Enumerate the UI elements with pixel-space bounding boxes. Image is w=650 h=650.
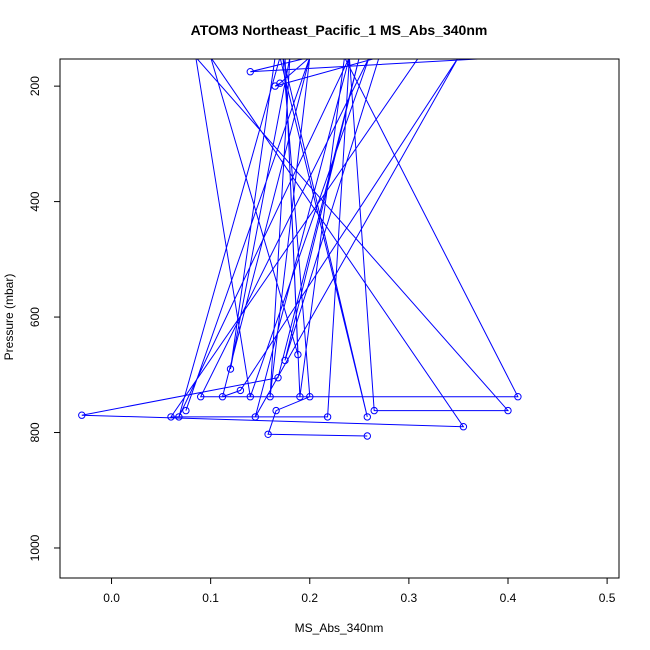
data-point xyxy=(246,393,255,401)
chart-title: ATOM3 Northeast_Pacific_1 MS_Abs_340nm xyxy=(191,22,488,38)
data-point xyxy=(323,413,332,421)
x-tick-label: 0.3 xyxy=(401,591,418,605)
data-point xyxy=(370,406,378,415)
data-point xyxy=(197,393,205,401)
data-point xyxy=(251,413,260,421)
data-point xyxy=(363,432,371,440)
data-point xyxy=(294,350,302,359)
x-tick-label: 0.0 xyxy=(103,591,120,605)
data-point xyxy=(226,365,235,373)
data-point xyxy=(246,68,255,76)
y-tick-label: 600 xyxy=(28,307,42,327)
data-point xyxy=(175,413,183,421)
data-point xyxy=(274,374,282,382)
x-tick-label: 0.4 xyxy=(500,591,517,605)
y-tick-label: 1000 xyxy=(28,534,42,561)
y-tick-label: 400 xyxy=(28,191,42,211)
data-point xyxy=(266,393,274,401)
data-point xyxy=(271,82,279,90)
data-layer xyxy=(78,59,522,440)
data-point xyxy=(272,406,280,415)
plot-frame xyxy=(59,58,620,579)
x-tick-label: 0.2 xyxy=(301,591,318,605)
data-point xyxy=(296,393,304,401)
data-point xyxy=(281,356,289,365)
data-point xyxy=(504,406,512,415)
data-point xyxy=(363,413,371,421)
data-point xyxy=(459,423,468,431)
x-axis-label: MS_Abs_340nm xyxy=(295,621,384,635)
y-axis: 200 400 600 800 1000 xyxy=(28,76,60,561)
data-point xyxy=(236,386,245,395)
x-axis: 0.0 0.1 0.2 0.3 0.4 0.5 xyxy=(103,578,616,605)
series-line xyxy=(81,59,519,437)
data-point xyxy=(218,393,227,401)
data-point xyxy=(78,411,86,419)
x-tick-label: 0.1 xyxy=(202,591,219,605)
data-point xyxy=(264,430,272,438)
data-point xyxy=(306,393,314,401)
data-point xyxy=(514,393,522,401)
y-tick-label: 200 xyxy=(28,76,42,96)
data-point xyxy=(182,406,190,415)
y-axis-label: Pressure (mbar) xyxy=(2,274,16,361)
y-tick-label: 800 xyxy=(28,422,42,442)
data-point xyxy=(167,413,175,421)
x-tick-label: 0.5 xyxy=(599,591,616,605)
